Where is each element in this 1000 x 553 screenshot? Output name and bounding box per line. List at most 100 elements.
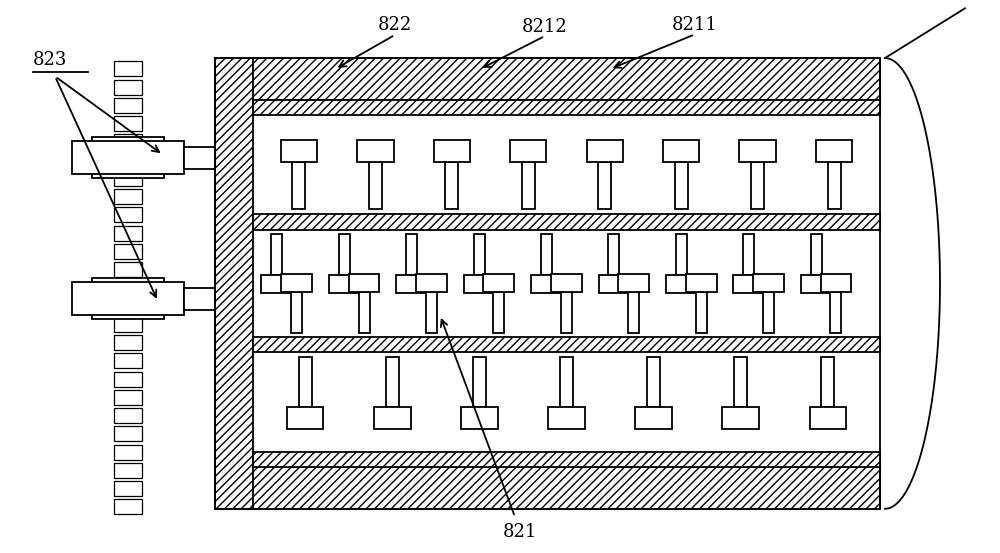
Bar — [114, 61, 142, 76]
Bar — [359, 292, 370, 333]
Bar — [618, 274, 649, 292]
Bar — [473, 357, 486, 407]
Text: 822: 822 — [378, 16, 412, 34]
Bar — [751, 161, 764, 210]
Bar — [349, 274, 379, 292]
Bar — [608, 234, 619, 275]
Bar — [396, 275, 427, 293]
Bar — [114, 244, 142, 259]
Bar — [830, 292, 841, 333]
Bar — [635, 407, 672, 429]
Bar — [522, 161, 535, 210]
Bar — [406, 234, 417, 275]
Bar — [261, 275, 292, 293]
Bar — [369, 161, 382, 210]
Text: 8212: 8212 — [522, 18, 568, 35]
Bar — [114, 390, 142, 405]
Bar — [114, 426, 142, 441]
Bar — [253, 215, 880, 230]
Bar — [357, 140, 394, 161]
Bar — [114, 116, 142, 131]
Bar — [734, 357, 747, 407]
Bar — [763, 292, 774, 333]
Bar — [811, 234, 822, 275]
Bar — [647, 357, 660, 407]
Bar — [114, 189, 142, 204]
Bar — [733, 275, 764, 293]
Bar — [215, 467, 880, 509]
Bar — [281, 140, 317, 161]
Bar — [561, 292, 572, 333]
Bar — [686, 274, 717, 292]
Bar — [114, 372, 142, 387]
Bar — [461, 407, 498, 429]
Bar — [434, 140, 470, 161]
Bar — [215, 58, 253, 509]
Bar — [114, 80, 142, 95]
Bar — [531, 275, 562, 293]
Bar — [329, 275, 360, 293]
Bar — [287, 407, 323, 429]
Bar — [696, 292, 707, 333]
Bar — [560, 357, 573, 407]
Bar — [821, 357, 834, 407]
Bar — [299, 357, 312, 407]
Bar — [114, 317, 142, 332]
Bar — [114, 280, 142, 295]
Bar — [801, 275, 832, 293]
Bar — [828, 161, 841, 210]
Bar — [676, 234, 687, 275]
Bar — [339, 234, 350, 275]
Bar — [114, 153, 142, 168]
Bar — [445, 161, 458, 210]
Bar — [184, 288, 215, 310]
Bar — [92, 137, 164, 179]
Bar — [551, 274, 582, 292]
Bar — [587, 140, 623, 161]
Bar — [114, 408, 142, 423]
Bar — [743, 234, 754, 275]
Bar — [541, 234, 552, 275]
Bar — [114, 463, 142, 478]
Bar — [753, 274, 784, 292]
Bar — [493, 292, 504, 333]
Bar — [72, 282, 184, 315]
Bar — [114, 207, 142, 222]
Bar — [114, 499, 142, 514]
Bar — [114, 226, 142, 241]
Bar — [184, 147, 215, 169]
Bar — [548, 407, 585, 429]
Bar — [253, 100, 880, 115]
Bar — [666, 275, 697, 293]
Bar — [114, 98, 142, 113]
Bar — [426, 292, 437, 333]
Bar — [722, 407, 759, 429]
Bar — [114, 262, 142, 277]
Bar — [739, 140, 776, 161]
Bar — [374, 407, 411, 429]
Bar — [291, 292, 302, 333]
Bar — [114, 134, 142, 149]
Bar — [821, 274, 851, 292]
Bar — [599, 275, 629, 293]
Text: 821: 821 — [503, 523, 537, 541]
Bar — [271, 234, 282, 275]
Bar — [92, 278, 164, 320]
Bar — [253, 337, 880, 352]
Bar — [483, 274, 514, 292]
Bar — [416, 274, 447, 292]
Bar — [72, 142, 184, 174]
Bar — [281, 274, 312, 292]
Bar — [114, 299, 142, 314]
Bar — [114, 481, 142, 496]
Bar — [663, 140, 699, 161]
Bar — [464, 275, 494, 293]
Bar — [114, 171, 142, 186]
Bar — [810, 407, 846, 429]
Bar — [816, 140, 852, 161]
Bar — [675, 161, 688, 210]
Bar — [598, 161, 611, 210]
Bar — [114, 445, 142, 460]
Text: 823: 823 — [33, 51, 67, 69]
Bar — [215, 58, 880, 100]
